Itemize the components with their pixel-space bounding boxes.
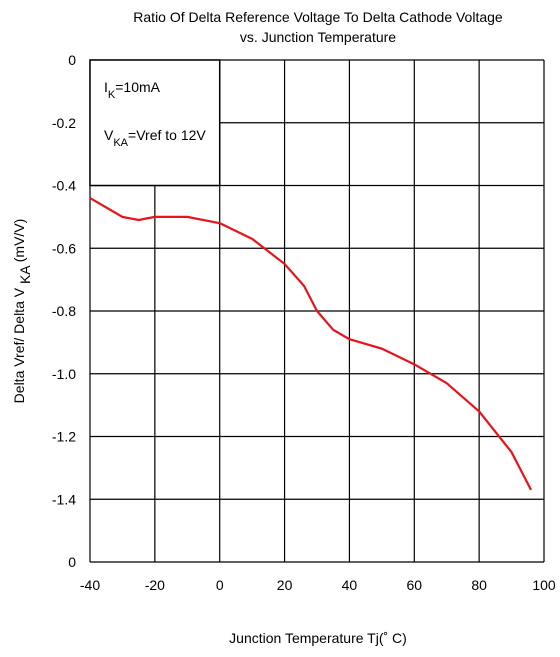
y-tick-label: -0.6 (52, 240, 76, 256)
x-tick-label: 40 (342, 577, 358, 593)
y-tick-label: -1.0 (52, 366, 76, 382)
annotation-part: =10mA (115, 79, 160, 95)
y-tick-label: -0.2 (52, 115, 76, 131)
y-tick-label: -0.4 (52, 178, 76, 194)
annotation-part: K (108, 89, 116, 101)
x-tick-label: 20 (277, 577, 293, 593)
annotation-part: V (104, 127, 114, 143)
y-axis-label-part: (mV/V) (11, 219, 27, 266)
annotation: VKA=Vref to 12V (104, 127, 206, 149)
x-tick-label: 60 (406, 577, 422, 593)
x-tick-label: 0 (216, 577, 224, 593)
y-tick-label: 0 (68, 52, 76, 68)
x-tick-label: -20 (145, 577, 165, 593)
annotation-part: I (104, 79, 108, 95)
y-axis-label: Delta Vref/ Delta V KA (mV/V) (11, 219, 33, 404)
annotation: IK=10mA (104, 79, 161, 101)
annotation-part: =Vref to 12V (128, 127, 206, 143)
y-tick-label: -0.8 (52, 303, 76, 319)
y-axis-label-part: Delta Vref/ Delta V (11, 284, 27, 403)
y-axis-label-part: KA (17, 265, 33, 284)
y-tick-label: 0 (68, 554, 76, 570)
y-tick-label: -1.2 (52, 429, 76, 445)
x-tick-label: 100 (532, 577, 556, 593)
annotation-box (89, 59, 221, 187)
chart-title: Ratio Of Delta Reference Voltage To Delt… (133, 9, 503, 25)
x-tick-label: 80 (471, 577, 487, 593)
x-axis-label: Junction Temperature Tj(˚ C) (229, 630, 407, 646)
annotation-part: KA (113, 137, 128, 149)
data-line (89, 197, 533, 491)
x-tick-label: -40 (80, 577, 100, 593)
y-tick-label: -1.4 (52, 491, 76, 507)
chart-title: vs. Junction Temperature (240, 29, 396, 45)
